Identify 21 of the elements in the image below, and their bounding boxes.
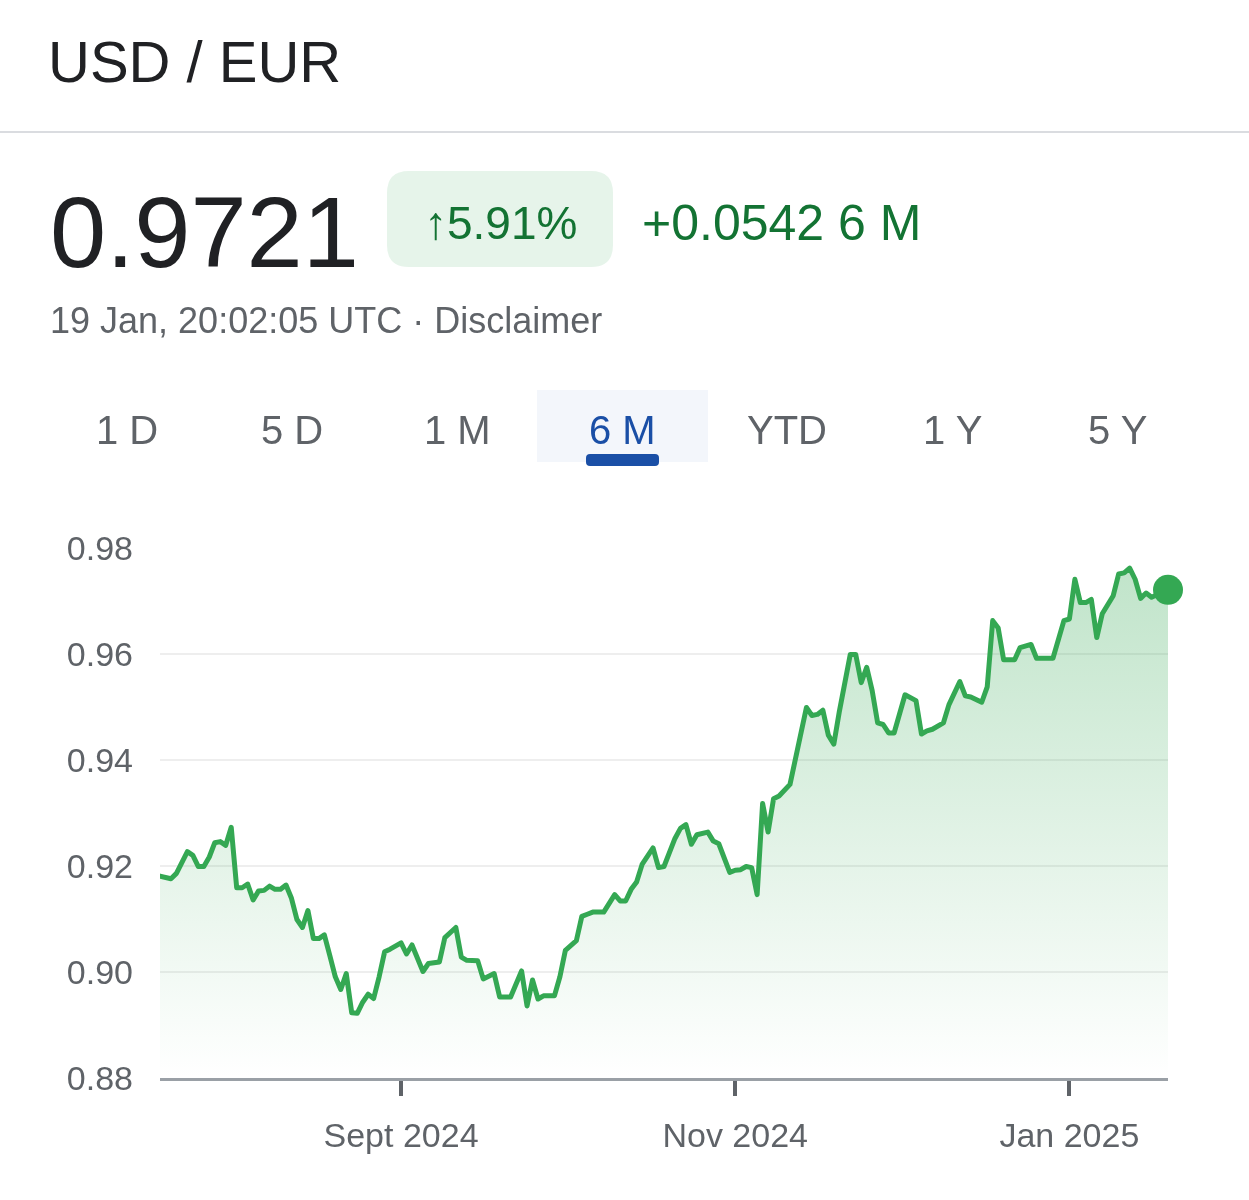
y-tick-label: 0.92: [66, 846, 133, 885]
text: +0.0542 6 M: [642, 195, 922, 251]
chart-title: USD / EUR: [48, 29, 342, 95]
text: 1 D: [96, 408, 159, 452]
text: 5 D: [261, 408, 324, 452]
x-tick-label: Jan 2025: [999, 1115, 1140, 1154]
x-tick-label: Sept 2024: [323, 1115, 479, 1154]
text: 5 Y: [1088, 408, 1148, 452]
text: 6 M: [589, 408, 656, 452]
y-tick-label: 0.90: [66, 952, 133, 991]
y-tick-label: 0.96: [66, 634, 133, 673]
text: ↑5.91%: [424, 197, 578, 249]
y-tick-label: 0.98: [66, 528, 133, 567]
text: 1 M: [424, 408, 491, 452]
text: 0.9721: [50, 176, 359, 288]
text: 1 Y: [923, 408, 983, 452]
x-tick-label: Nov 2024: [662, 1115, 808, 1154]
chart-subtitle: 19 Jan, 20:02:05 UTC · Disclaimer: [50, 300, 603, 341]
y-tick-label: 0.94: [66, 740, 133, 779]
text: YTD: [747, 408, 827, 452]
y-tick-label: 0.88: [66, 1058, 133, 1097]
